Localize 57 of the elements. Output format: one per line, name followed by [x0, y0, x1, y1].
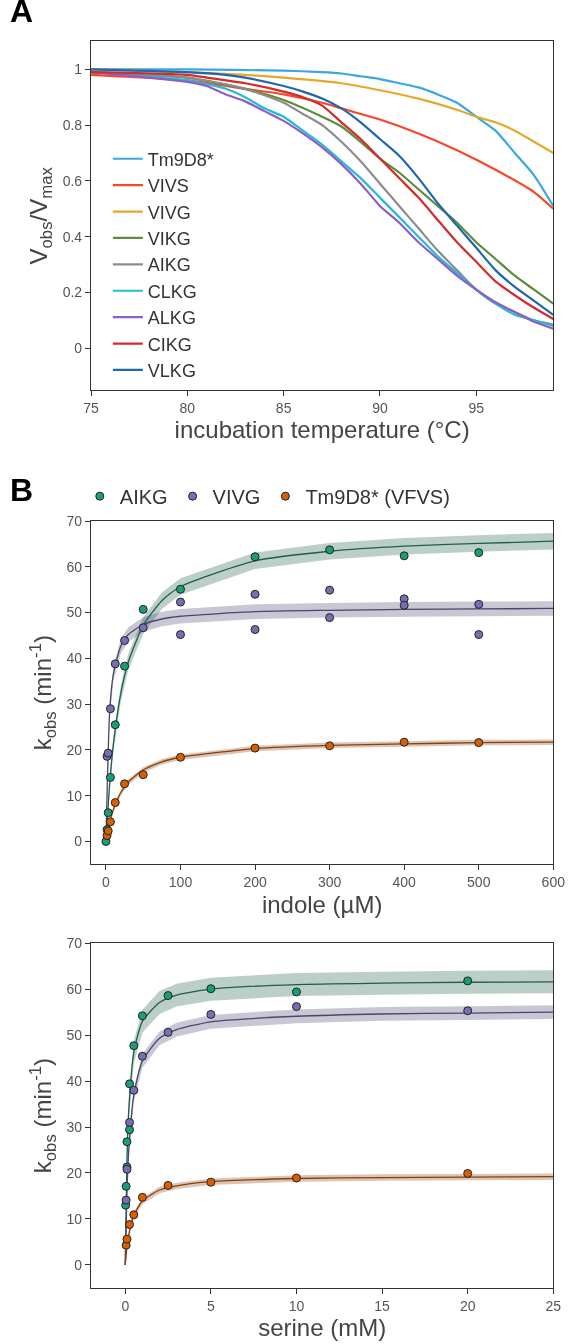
- legend-label: CLKG: [147, 281, 197, 302]
- x-tick-label: 80: [179, 400, 196, 416]
- x-axis-title: indole (µM): [261, 890, 383, 918]
- x-tick-label: 0: [121, 1297, 130, 1314]
- x-tick-label: 500: [467, 874, 491, 891]
- x-tick-label: 75: [83, 400, 100, 416]
- x-tick-label: 15: [374, 1297, 391, 1314]
- y-tick-label: 0: [74, 1256, 83, 1273]
- text: B: [10, 472, 34, 508]
- legend-label: Tm9D8*: [147, 149, 214, 170]
- x-tick-label: 100: [168, 874, 193, 891]
- legend-label: CIKG: [147, 334, 192, 355]
- x-axis-title: serine (mM): [258, 1314, 387, 1342]
- x-tick-label: 200: [243, 874, 267, 891]
- legend-label: VLKG: [147, 360, 196, 381]
- x-tick-label: 10: [288, 1297, 305, 1314]
- y-tick-label: 30: [66, 1118, 83, 1135]
- y-tick-label: 40: [66, 1072, 83, 1089]
- y-tick-label: 60: [66, 981, 83, 998]
- legend-label: AIKG: [147, 255, 191, 276]
- x-tick-label: 600: [541, 874, 566, 891]
- legend-label: VIVG: [147, 202, 191, 223]
- y-tick-label: 20: [66, 1164, 83, 1181]
- x-tick-label: 95: [468, 400, 485, 416]
- y-tick-label: 60: [66, 558, 83, 575]
- y-tick-label: 50: [66, 604, 83, 621]
- y-tick-label: 0.8: [62, 116, 83, 133]
- y-tick-label: 10: [66, 1210, 83, 1227]
- y-tick-label: 0.6: [62, 172, 83, 189]
- x-tick-label: 0: [102, 874, 111, 891]
- legend-label: VIKG: [147, 228, 191, 249]
- x-tick-label: 400: [392, 874, 417, 891]
- x-tick-label: 25: [545, 1297, 562, 1314]
- y-tick-label: 50: [66, 1027, 83, 1044]
- y-tick-label: 70: [66, 935, 83, 952]
- x-axis-title: incubation temperature (°C): [174, 416, 470, 444]
- x-tick-label: 90: [372, 400, 388, 416]
- text: A: [10, 0, 34, 29]
- x-tick-label: 300: [317, 874, 342, 891]
- legend-label: ALKG: [147, 308, 196, 329]
- legend-label: Tm9D8* (VFVS): [305, 485, 450, 508]
- legend-label: VIVG: [212, 485, 261, 508]
- y-tick-label: 0: [74, 833, 83, 850]
- legend-label: AIKG: [119, 485, 168, 508]
- y-tick-label: 10: [66, 787, 83, 804]
- legend-label: VIVS: [147, 176, 189, 197]
- y-tick-label: 0: [74, 340, 83, 357]
- x-tick-label: 5: [206, 1297, 215, 1314]
- y-tick-label: 0.2: [62, 284, 83, 301]
- y-tick-label: 0.4: [62, 228, 83, 245]
- x-tick-label: 20: [459, 1297, 476, 1314]
- x-tick-label: 85: [275, 400, 292, 416]
- y-tick-label: 1: [74, 61, 83, 78]
- y-tick-label: 40: [66, 650, 83, 667]
- y-tick-label: 20: [66, 741, 83, 758]
- y-tick-label: 30: [66, 696, 83, 713]
- y-tick-label: 70: [66, 512, 83, 529]
